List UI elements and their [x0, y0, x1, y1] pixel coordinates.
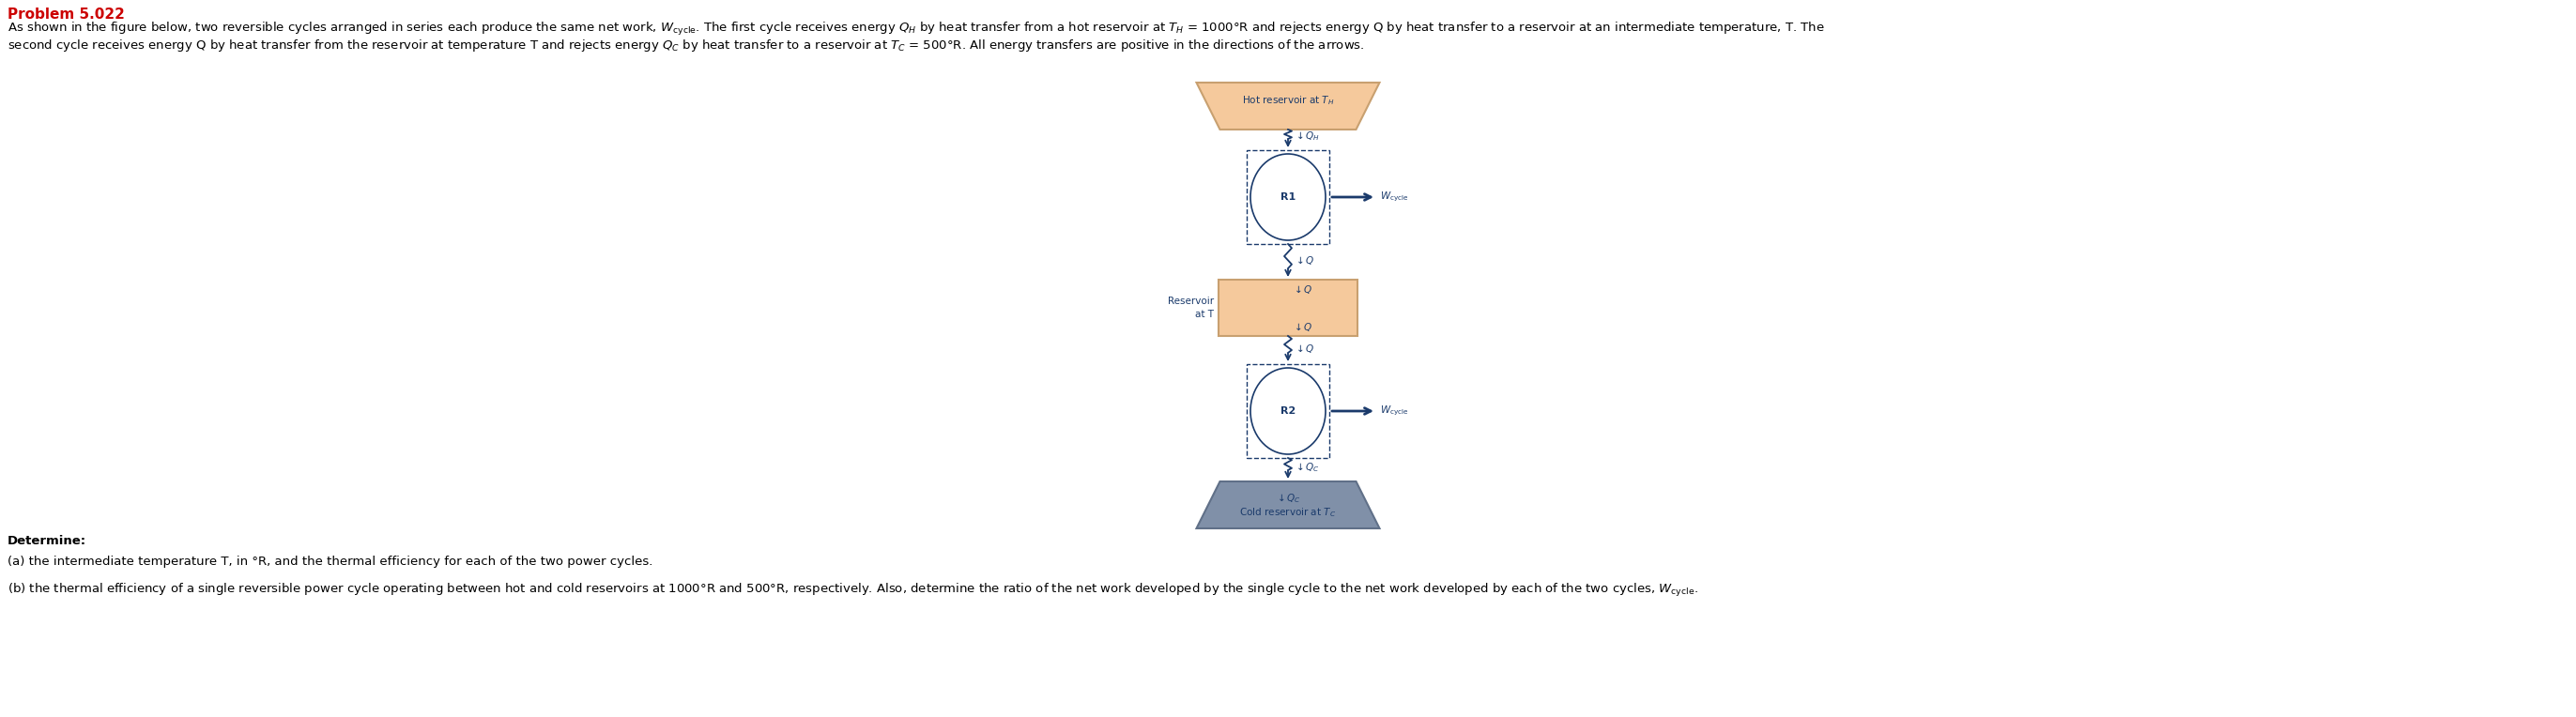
Text: Reservoir: Reservoir — [1167, 297, 1213, 306]
Ellipse shape — [1249, 154, 1327, 240]
Polygon shape — [1195, 481, 1381, 528]
Polygon shape — [1218, 280, 1358, 336]
Text: $\downarrow Q$: $\downarrow Q$ — [1293, 342, 1314, 354]
Text: $\downarrow Q_H$: $\downarrow Q_H$ — [1293, 130, 1319, 143]
Text: at T: at T — [1195, 310, 1213, 319]
Ellipse shape — [1249, 368, 1327, 455]
Text: Cold reservoir at $T_C$: Cold reservoir at $T_C$ — [1239, 506, 1337, 519]
Text: R1: R1 — [1280, 192, 1296, 201]
Bar — [1247, 150, 1329, 244]
Bar — [1247, 364, 1329, 458]
Text: As shown in the figure below, two reversible cycles arranged in series each prod: As shown in the figure below, two revers… — [8, 21, 1824, 37]
Text: Problem 5.022: Problem 5.022 — [8, 7, 124, 22]
Text: $\downarrow Q_C$: $\downarrow Q_C$ — [1293, 461, 1319, 475]
Text: (b) the thermal efficiency of a single reversible power cycle operating between : (b) the thermal efficiency of a single r… — [8, 582, 1698, 599]
Text: $\downarrow Q$: $\downarrow Q$ — [1291, 321, 1314, 333]
Text: Determine:: Determine: — [8, 535, 88, 547]
Text: Hot reservoir at $T_H$: Hot reservoir at $T_H$ — [1242, 94, 1334, 107]
Text: second cycle receives energy Q by heat transfer from the reservoir at temperatur: second cycle receives energy Q by heat t… — [8, 37, 1365, 54]
Text: (a) the intermediate temperature T, in °R, and the thermal efficiency for each o: (a) the intermediate temperature T, in °… — [8, 556, 652, 568]
Text: $\downarrow Q_C$: $\downarrow Q_C$ — [1275, 492, 1301, 505]
Text: R2: R2 — [1280, 407, 1296, 416]
Polygon shape — [1195, 82, 1381, 130]
Text: $\downarrow Q$: $\downarrow Q$ — [1291, 283, 1314, 295]
Text: $W_\mathrm{cycle}$: $W_\mathrm{cycle}$ — [1381, 190, 1409, 204]
Text: $W_\mathrm{cycle}$: $W_\mathrm{cycle}$ — [1381, 404, 1409, 418]
Text: $\downarrow Q$: $\downarrow Q$ — [1293, 254, 1314, 266]
